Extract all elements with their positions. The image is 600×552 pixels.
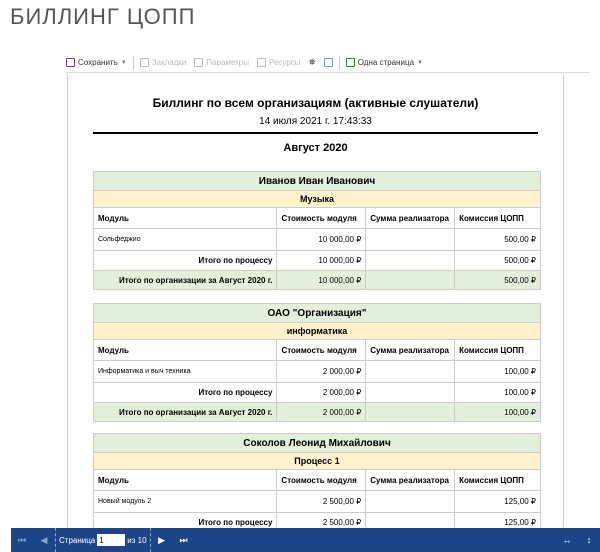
col-header: Модуль [92,207,278,229]
resources-icon [257,58,266,67]
org-name: Иванов Иван Иванович [93,171,541,191]
col-header: Модуль [92,339,278,361]
divider [132,55,134,70]
process-name: Музыка [93,190,541,208]
prev-page-icon[interactable]: ◀ [40,534,48,545]
report-title: Биллинг по всем организациям (активные с… [152,96,479,110]
col-header: Стоимость модуля [276,469,367,491]
table-row: Информатика и выч техника 2 000,00 ₽100,0… [92,360,541,383]
org-total-row: Итого по организации за Август 2020 г. 10… [92,270,541,290]
find-button[interactable]: ⛯ [309,57,316,68]
org-name: Соколов Леонид Михайлович [93,433,541,453]
pager-bar: ⏮ ◀ Страница из 10 ▶ ⏭ ↔ ↕ [11,528,600,552]
col-header: Стоимость модуля [276,339,367,361]
report-month: Август 2020 [283,142,348,154]
process-name: информатика [93,322,541,340]
bookmarks-button[interactable]: Закладки [139,58,186,67]
org-table: ОАО "Организация" информатика Модуль Стои… [92,303,541,422]
col-header: Сумма реализатора [365,339,456,361]
col-header: Сумма реализатора [365,469,456,491]
page-input[interactable] [97,534,126,546]
toolbar: Сохранить ▼ Закладки Параметры Ресурсы ⛯ … [66,53,590,73]
process-total-row: Итого по процессу 2 000,00 ₽100,00 ₽ [92,382,541,403]
page-selector: Страница из 10 [55,528,151,552]
single-page-icon [345,58,355,67]
col-header: Сумма реализатора [365,207,456,229]
resources-button[interactable]: Ресурсы [257,58,301,67]
process-total-row: Итого по процессу 2 500,00 ₽125,00 ₽ [92,512,541,528]
col-header: Комиссия ЦОПП [454,207,541,229]
view-mode-dropdown[interactable]: Одна страница ▼ [345,58,423,67]
process-name: Процесс 1 [93,452,541,470]
org-table: Иванов Иван Иванович Музыка Модуль Стоимо… [92,171,541,290]
report-page: Биллинг по всем организациям (активные с… [67,74,564,528]
report-date: 14 июля 2021 г. 17:43:33 [259,116,372,127]
bookmarks-icon [139,58,149,67]
title-rule [93,132,538,134]
divider [338,55,340,70]
chevron-down-icon: ▼ [417,59,423,66]
fullscreen-button[interactable] [323,58,333,67]
org-table: Соколов Леонид Михайлович Процесс 1 Моду… [92,433,541,528]
fit-height-icon[interactable]: ↕ [586,535,592,545]
table-row: Сольфеджио 10 000,00 ₽500,00 ₽ [92,228,541,251]
page-icon [323,58,333,67]
app-title: БИЛЛИНГ ЦОПП [10,4,196,29]
col-header: Комиссия ЦОПП [454,469,541,491]
col-header: Модуль [92,469,278,491]
first-page-icon[interactable]: ⏮ [17,534,27,545]
next-page-icon[interactable]: ▶ [158,534,165,545]
col-header: Комиссия ЦОПП [454,339,541,361]
chevron-down-icon: ▼ [120,59,127,66]
org-total-row: Итого по организации за Август 2020 г. 2 … [92,402,541,422]
col-header: Стоимость модуля [276,207,367,229]
parameters-button[interactable]: Параметры [194,58,249,67]
save-icon [66,58,75,67]
parameters-icon [194,58,204,67]
last-page-icon[interactable]: ⏭ [179,534,188,545]
save-button[interactable]: Сохранить ▼ [66,58,127,67]
org-name: ОАО "Организация" [93,303,541,323]
process-total-row: Итого по процессу 10 000,00 ₽500,00 ₽ [92,250,541,271]
binoculars-icon: ⛯ [308,57,316,67]
fit-width-icon[interactable]: ↔ [562,535,572,545]
